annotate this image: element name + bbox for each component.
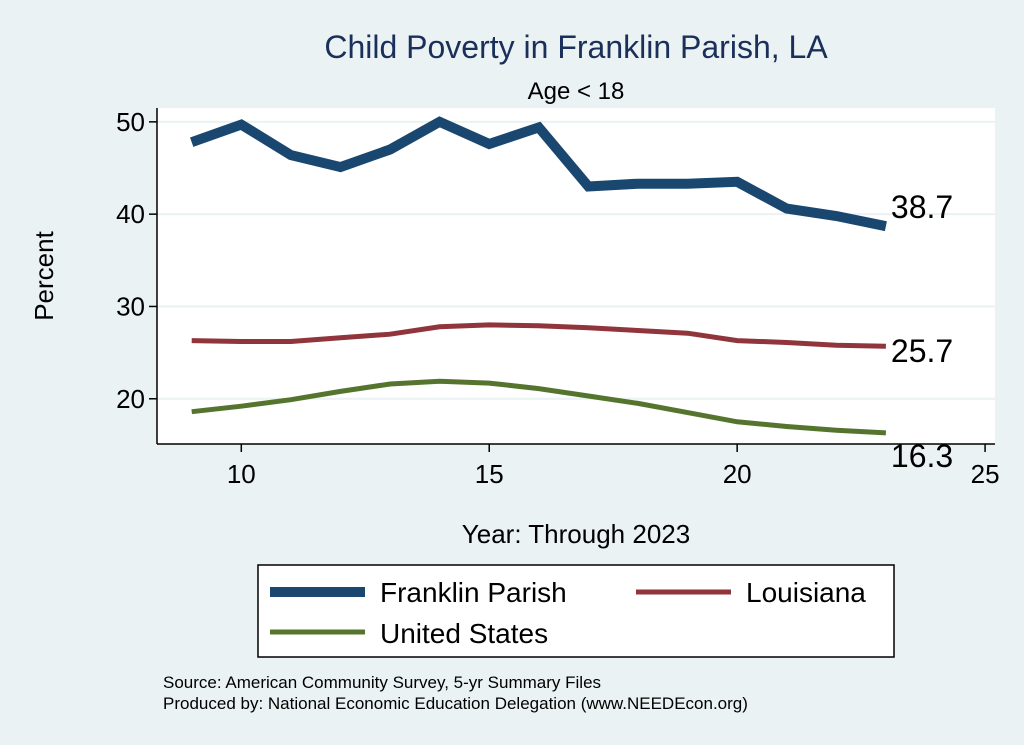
x-tick-label-20: 20 xyxy=(723,459,752,489)
y-tick-label-30: 30 xyxy=(116,291,145,321)
x-tick-label-15: 15 xyxy=(475,459,504,489)
x-axis-ticks: 10 15 20 25 xyxy=(227,444,1000,489)
end-value-labels: 38.7 25.7 16.3 xyxy=(891,189,953,474)
legend-box xyxy=(257,564,895,658)
end-label-franklin-parish: 38.7 xyxy=(891,189,953,225)
x-tick-label-10: 10 xyxy=(227,459,256,489)
source-note: Source: American Community Survey, 5-yr … xyxy=(163,673,601,692)
y-tick-label-40: 40 xyxy=(116,199,145,229)
y-axis-ticks: 20 30 40 50 xyxy=(116,107,157,414)
legend: Franklin Parish Louisiana United States xyxy=(257,564,895,658)
x-tick-label-25: 25 xyxy=(971,459,1000,489)
x-axis-title: Year: Through 2023 xyxy=(462,519,690,549)
series-line-franklin-parish xyxy=(190,116,887,232)
chart-subtitle: Age < 18 xyxy=(528,78,625,105)
legend-label-louisiana: Louisiana xyxy=(746,577,866,608)
series-line-louisiana xyxy=(191,322,886,349)
end-label-louisiana: 25.7 xyxy=(891,333,953,369)
series-lines xyxy=(190,116,887,436)
y-tick-label-20: 20 xyxy=(116,384,145,414)
end-label-united-states: 16.3 xyxy=(891,438,953,474)
legend-label-franklin-parish: Franklin Parish xyxy=(380,577,567,608)
chart-title: Child Poverty in Franklin Parish, LA xyxy=(324,29,828,65)
series-line-united-states xyxy=(191,378,887,436)
y-tick-label-50: 50 xyxy=(116,107,145,137)
producer-note: Produced by: National Economic Education… xyxy=(163,694,748,713)
y-axis-title: Percent xyxy=(29,230,59,320)
legend-label-united-states: United States xyxy=(380,618,548,649)
